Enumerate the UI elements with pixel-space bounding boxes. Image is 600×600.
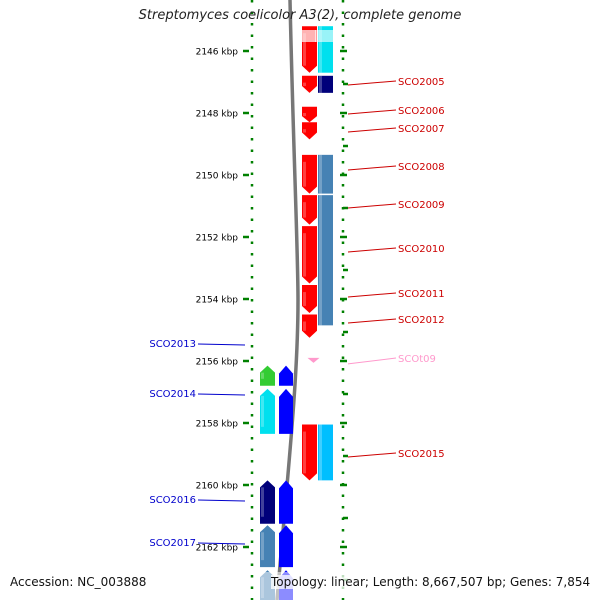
ruler-label: 2160 kbp (196, 482, 239, 492)
label-sco2012-line (347, 318, 397, 324)
label-sco2016: SCO2016 (149, 495, 196, 506)
label-sco2006: SCO2006 (398, 106, 445, 117)
ruler-label: 2154 kbp (196, 296, 239, 306)
label-sco2009-line (347, 203, 397, 209)
label-sco2009: SCO2009 (398, 200, 445, 211)
label-sco2005: SCO2005 (398, 77, 445, 88)
ruler-label: 2156 kbp (196, 358, 239, 368)
label-sco2013-line (197, 343, 246, 346)
label-sco2014: SCO2014 (149, 389, 196, 400)
fade-overlay (296, 30, 316, 42)
feature-highlight (303, 82, 306, 87)
rev_cds-feature (279, 525, 293, 568)
rev_cds-feature (279, 480, 293, 524)
label-sco2014-line (197, 393, 246, 396)
feature-highlight (261, 487, 264, 517)
label-scot09: SCOt09 (398, 354, 436, 365)
feature-highlight (261, 372, 264, 379)
feature-highlight (303, 292, 306, 306)
label-sco2006-line (347, 109, 397, 115)
sco2014-feature (260, 388, 275, 434)
label-sco2013: SCO2013 (149, 339, 196, 350)
ruler-label: 2146 kbp (196, 48, 239, 58)
feature-highlight (319, 26, 322, 73)
label-sco2005-line (347, 80, 397, 86)
sco2012-feature (302, 314, 317, 338)
feature-highlight (303, 113, 306, 117)
fade-overlay (315, 30, 335, 42)
sco2008-feature (302, 154, 317, 194)
fwd_cds-feature (318, 195, 333, 326)
feature-labels: SCO2005 SCO2006 SCO2007 SCO2008 SCO2009 SCO20… (149, 77, 444, 549)
ruler-label: 2158 kbp (196, 420, 239, 430)
label-scot09-line (347, 357, 397, 365)
sco2013-feature (260, 365, 275, 386)
fwd_cds-feature (318, 154, 333, 194)
scot09-feature (307, 357, 320, 363)
label-sco2007: SCO2007 (398, 124, 445, 135)
feature-highlight (261, 532, 264, 561)
label-sco2017: SCO2017 (149, 538, 196, 549)
label-sco2015: SCO2015 (398, 449, 445, 460)
label-sco2008-line (347, 165, 397, 171)
map-title: Streptomyces coelicolor A3(2), complete … (138, 8, 462, 23)
sco2007-feature (302, 122, 317, 140)
sco2015-feature (302, 424, 317, 481)
feature-highlight (319, 75, 322, 93)
rev_cds-feature (279, 365, 293, 386)
sco2011-feature (302, 285, 317, 313)
label-sco2010-line (347, 247, 397, 253)
ruler-label: 2150 kbp (196, 172, 239, 182)
feature-highlight (303, 161, 306, 187)
sco2009-feature (302, 195, 317, 225)
label-sco2015-line (347, 452, 397, 458)
fwd_cds-feature (318, 424, 333, 481)
accession-text: Accession: NC_003888 (10, 575, 147, 589)
ruler-label: 2162 kbp (196, 544, 239, 554)
sco2010-feature (302, 226, 317, 284)
sco2006-feature (302, 106, 317, 123)
fwd_cds-feature (318, 75, 333, 93)
label-sco2016-line (197, 499, 246, 502)
topology-text: Topology: linear; Length: 8,667,507 bp; … (271, 575, 591, 589)
feature-highlight (303, 321, 306, 331)
feature-highlight (303, 33, 306, 66)
sco2005-feature (302, 75, 317, 93)
ruler: 2146 kbp 2148 kbp 2150 kbp 2152 kbp 2154 kbp… (196, 0, 348, 600)
feature-highlight (303, 129, 306, 133)
label-sco2010: SCO2010 (398, 244, 445, 255)
feature-highlight (319, 424, 322, 481)
feature-highlight (303, 233, 306, 277)
ruler-label: 2148 kbp (196, 110, 239, 120)
feature-highlight (303, 202, 306, 218)
label-sco2011: SCO2011 (398, 289, 445, 300)
feature-highlight (319, 154, 322, 194)
label-sco2012: SCO2012 (398, 315, 445, 326)
feature-highlight (303, 431, 306, 474)
feature-highlight (319, 195, 322, 326)
sco2016-feature (260, 480, 275, 524)
label-sco2011-line (347, 292, 397, 298)
rev_cds-feature (279, 388, 293, 434)
sco2017-feature (260, 525, 275, 568)
feature-highlight (261, 395, 264, 427)
label-sco2017-line (197, 542, 246, 545)
features (256, 26, 335, 600)
label-sco2007-line (347, 127, 397, 133)
label-sco2008: SCO2008 (398, 162, 445, 173)
ruler-label: 2152 kbp (196, 234, 239, 244)
